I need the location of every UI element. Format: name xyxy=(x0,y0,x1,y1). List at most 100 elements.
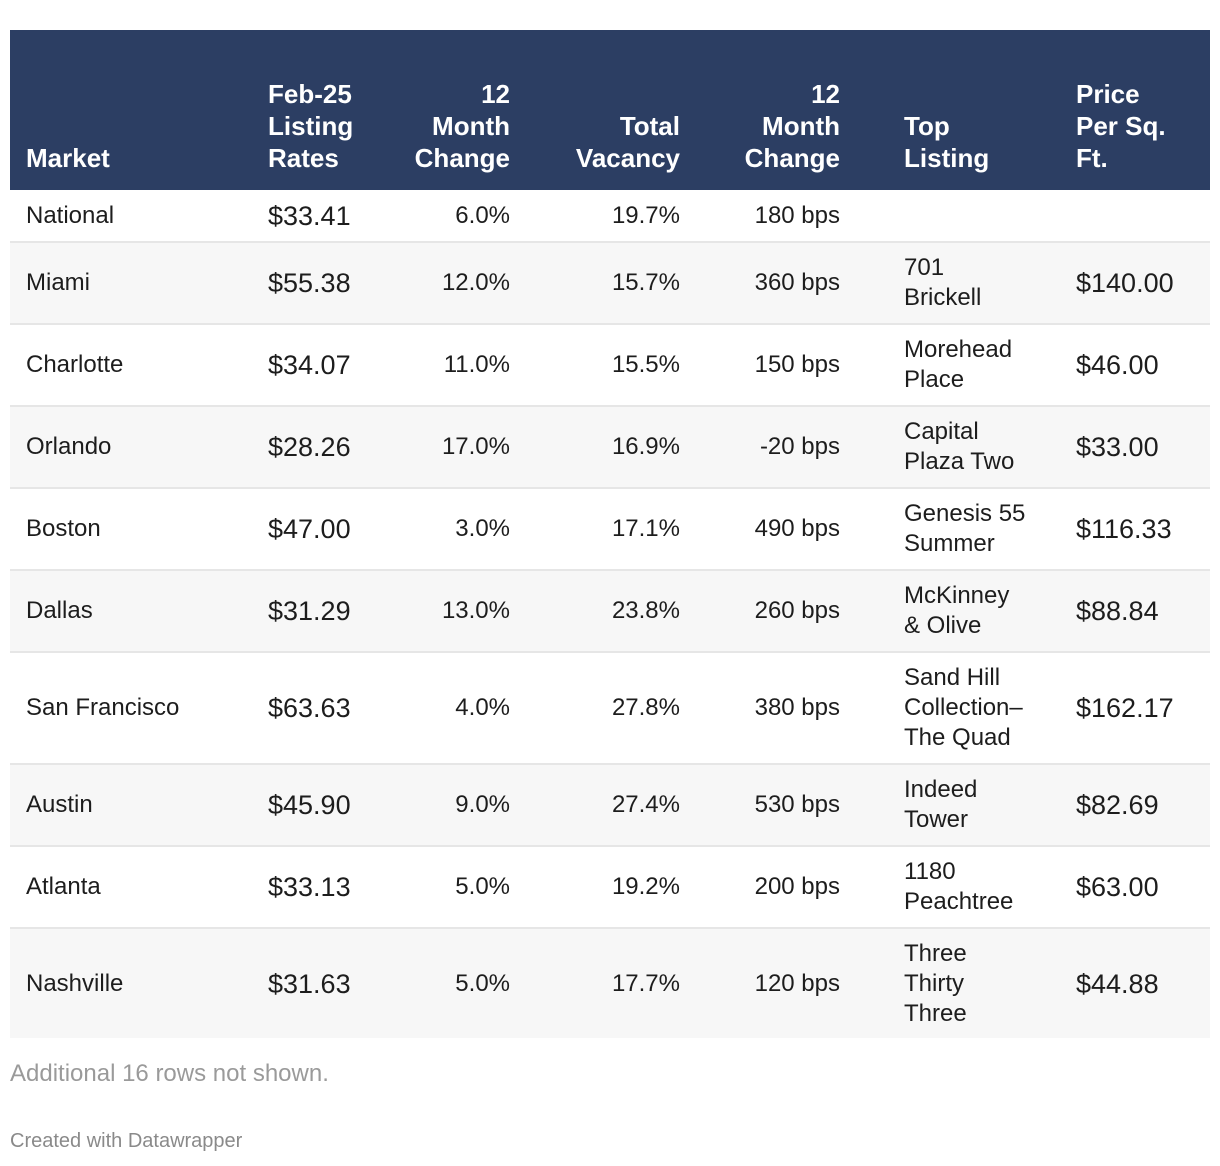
cell-price-per-sqft: $140.00 xyxy=(1046,242,1210,325)
column-header-top-listing[interactable]: Top Listing xyxy=(854,30,1046,190)
cell-price-per-sqft: $88.84 xyxy=(1046,570,1210,653)
cell-rate-change: 9.0% xyxy=(404,764,524,847)
cell-rate-change: 17.0% xyxy=(404,406,524,489)
cell-listing-rate: $47.00 xyxy=(254,488,404,571)
cell-vacancy-change: 490 bps xyxy=(694,488,854,571)
table-body: National $33.41 6.0% 19.7% 180 bps Miami $55.3… xyxy=(10,190,1210,1038)
cell-rate-change: 6.0% xyxy=(404,190,524,243)
cell-listing-rate: $34.07 xyxy=(254,324,404,407)
cell-price-per-sqft: $33.00 xyxy=(1046,406,1210,489)
table-row[interactable]: Atlanta $33.13 5.0% 19.2% 200 bps 1180 Peacht… xyxy=(10,846,1210,929)
column-header-listing-rate[interactable]: Feb-25 Listing Rates xyxy=(254,30,404,190)
cell-listing-rate: $33.41 xyxy=(254,190,404,243)
table-row[interactable]: Charlotte $34.07 11.0% 15.5% 150 bps Morehead… xyxy=(10,324,1210,407)
datawrapper-credit: Created with Datawrapper xyxy=(10,1130,243,1152)
cell-total-vacancy: 16.9% xyxy=(524,406,694,489)
cell-listing-rate: $33.13 xyxy=(254,846,404,929)
cell-total-vacancy: 17.7% xyxy=(611,969,680,997)
cell-top-listing: Capital Plaza Two xyxy=(854,406,1046,489)
cell-rate-change: 5.0% xyxy=(404,846,524,929)
cell-total-vacancy: 27.4% xyxy=(524,764,694,847)
cell-top-listing: Indeed Tower xyxy=(854,764,1046,847)
cell-vacancy-change: 530 bps xyxy=(694,764,854,847)
table-row[interactable]: Orlando $28.26 17.0% 16.9% -20 bps Capital Pl… xyxy=(10,406,1210,489)
cell-market: Orlando xyxy=(10,406,254,489)
cell-market: National xyxy=(10,190,254,243)
cell-vacancy-change: 150 bps xyxy=(694,324,854,407)
cell-vacancy-change: 120 bps xyxy=(754,969,840,997)
cell-price-per-sqft: $46.00 xyxy=(1046,324,1210,407)
cell-listing-rate: $63.63 xyxy=(254,652,404,765)
column-header-price-per-sqft[interactable]: Price Per Sq. Ft. xyxy=(1046,30,1210,190)
cell-rate-change: 12.0% xyxy=(404,242,524,325)
column-header-label: Top Listing xyxy=(904,111,990,173)
cell-vacancy-change: 380 bps xyxy=(694,652,854,765)
cell-top-listing: Sand Hill Collection–The Quad xyxy=(854,652,1046,765)
cell-price-per-sqft: $116.33 xyxy=(1046,488,1210,571)
cell-vacancy-change: 360 bps xyxy=(694,242,854,325)
cell-rate-change: 13.0% xyxy=(404,570,524,653)
table-row[interactable]: Miami $55.38 12.0% 15.7% 360 bps 701 Brickell… xyxy=(10,242,1210,325)
rows-hidden-note: Additional 16 rows not shown. xyxy=(10,1060,329,1087)
cell-market: Austin xyxy=(10,764,254,847)
column-header-label: 12 Month Change xyxy=(414,79,510,173)
cell-price-per-sqft: $44.88 xyxy=(1076,968,1159,999)
cell-rate-change: 11.0% xyxy=(404,324,524,407)
cell-listing-rate: $31.63 xyxy=(268,968,351,999)
cell-price-per-sqft: $162.17 xyxy=(1046,652,1210,765)
table-row[interactable]: Nashville $31.63 5.0% 17.7% 120 bps Three Thi… xyxy=(10,928,1210,1038)
cell-rate-change: 3.0% xyxy=(404,488,524,571)
cell-total-vacancy: 15.7% xyxy=(524,242,694,325)
cell-market: Nashville xyxy=(26,969,124,997)
cell-listing-rate: $28.26 xyxy=(254,406,404,489)
column-header-label: Feb-25 Listing Rates xyxy=(268,79,354,173)
cell-rate-change: 5.0% xyxy=(455,969,510,997)
column-header-label: Price Per Sq. Ft. xyxy=(1076,79,1166,173)
column-header-market[interactable]: Market xyxy=(26,143,110,173)
cell-price-per-sqft: $82.69 xyxy=(1046,764,1210,847)
cell-top-listing: Genesis 55 Summer xyxy=(854,488,1046,571)
cell-top-listing: Three Thirty Three xyxy=(904,939,967,1027)
cell-vacancy-change: 180 bps xyxy=(694,190,854,243)
table-row[interactable]: Austin $45.90 9.0% 27.4% 530 bps Indeed Tower… xyxy=(10,764,1210,847)
cell-market: Atlanta xyxy=(10,846,254,929)
cell-price-per-sqft xyxy=(1046,190,1210,243)
cell-market: Dallas xyxy=(10,570,254,653)
column-header-label: Total Vacancy xyxy=(575,111,680,173)
data-table-container: Market Feb-25 Listing Rates 12 Month Chang… xyxy=(10,30,1210,1038)
cell-top-listing: 701 Brickell xyxy=(854,242,1046,325)
table-row[interactable]: Boston $47.00 3.0% 17.1% 490 bps Genesis 55 S… xyxy=(10,488,1210,571)
cell-total-vacancy: 15.5% xyxy=(524,324,694,407)
cell-vacancy-change: 260 bps xyxy=(694,570,854,653)
cell-top-listing: 1180 Peachtree xyxy=(854,846,1046,929)
column-header-vacancy-change[interactable]: 12 Month Change xyxy=(694,30,854,190)
cell-listing-rate: $45.90 xyxy=(254,764,404,847)
cell-top-listing: Morehead Place xyxy=(854,324,1046,407)
cell-total-vacancy: 19.2% xyxy=(524,846,694,929)
cell-market: Charlotte xyxy=(10,324,254,407)
column-header-rate-change[interactable]: 12 Month Change xyxy=(404,30,524,190)
cell-market: San Francisco xyxy=(10,652,254,765)
header-row: Market Feb-25 Listing Rates 12 Month Chang… xyxy=(10,30,1210,190)
cell-price-per-sqft: $63.00 xyxy=(1046,846,1210,929)
cell-total-vacancy: 19.7% xyxy=(524,190,694,243)
cell-top-listing: McKinney & Olive xyxy=(854,570,1046,653)
data-table: Market Feb-25 Listing Rates 12 Month Chang… xyxy=(10,30,1210,1038)
column-header-label: 12 Month Change xyxy=(744,79,840,173)
cell-total-vacancy: 23.8% xyxy=(524,570,694,653)
table-header: Market Feb-25 Listing Rates 12 Month Chang… xyxy=(10,30,1210,190)
table-row[interactable]: San Francisco $63.63 4.0% 27.8% 380 bps Sand … xyxy=(10,652,1210,765)
cell-vacancy-change: -20 bps xyxy=(694,406,854,489)
cell-rate-change: 4.0% xyxy=(404,652,524,765)
table-row[interactable]: National $33.41 6.0% 19.7% 180 bps xyxy=(10,190,1210,243)
column-header-total-vacancy[interactable]: Total Vacancy xyxy=(524,30,694,190)
cell-market: Boston xyxy=(10,488,254,571)
cell-top-listing xyxy=(854,190,1046,243)
cell-listing-rate: $31.29 xyxy=(254,570,404,653)
cell-vacancy-change: 200 bps xyxy=(694,846,854,929)
cell-market: Miami xyxy=(10,242,254,325)
cell-total-vacancy: 17.1% xyxy=(524,488,694,571)
cell-total-vacancy: 27.8% xyxy=(524,652,694,765)
cell-listing-rate: $55.38 xyxy=(254,242,404,325)
table-row[interactable]: Dallas $31.29 13.0% 23.8% 260 bps McKinney & … xyxy=(10,570,1210,653)
